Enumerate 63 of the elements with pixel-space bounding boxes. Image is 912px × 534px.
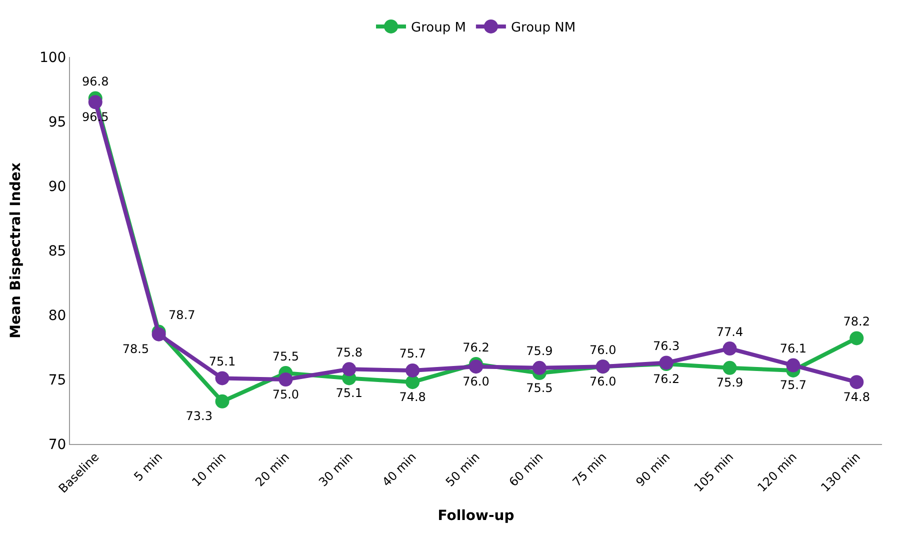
x-axis-title: Follow-up xyxy=(438,508,514,524)
x-tick-label: 40 min xyxy=(380,450,419,490)
point xyxy=(850,375,864,390)
point xyxy=(278,372,293,386)
data-label: 75.0 xyxy=(272,387,300,402)
data-label: 78.7 xyxy=(168,308,196,322)
y-tick-label: 100 xyxy=(39,50,66,66)
point xyxy=(152,327,166,342)
y-tick-label: 80 xyxy=(48,308,66,324)
data-label: 76.3 xyxy=(652,338,680,353)
data-label: 76.0 xyxy=(590,374,616,388)
legend-label: Group NM xyxy=(510,20,576,36)
x-tick-label: 75 min xyxy=(570,450,610,490)
point xyxy=(88,95,102,110)
data-label: 75.1 xyxy=(336,386,362,400)
x-tick-label: 30 min xyxy=(316,450,356,490)
x-tick-label: 105 min xyxy=(691,450,736,495)
x-tick-label: 20 min xyxy=(252,450,292,490)
data-label: 74.8 xyxy=(399,390,426,404)
data-label: 76.0 xyxy=(590,342,616,357)
data-label: 96.8 xyxy=(82,74,109,89)
point xyxy=(469,360,483,374)
point xyxy=(850,331,864,346)
point xyxy=(215,394,230,408)
x-tick-label: 50 min xyxy=(442,450,482,490)
data-label: 75.7 xyxy=(780,378,807,392)
data-label: 75.7 xyxy=(399,346,426,361)
point xyxy=(532,360,546,375)
x-tick-label: 10 min xyxy=(189,450,229,490)
data-label: 78.5 xyxy=(122,342,150,356)
data-label: 74.8 xyxy=(843,390,870,404)
data-label: 73.3 xyxy=(186,409,212,424)
x-tick-label: 130 min xyxy=(818,450,863,495)
point xyxy=(722,342,737,356)
point xyxy=(215,371,230,386)
y-tick-label: 70 xyxy=(48,436,66,453)
data-label: 75.8 xyxy=(336,345,362,360)
point xyxy=(406,375,420,390)
data-label: 75.5 xyxy=(526,380,553,395)
data-label: 75.1 xyxy=(208,354,236,368)
y-tick-label: 75 xyxy=(48,372,66,388)
y-tick-label: 95 xyxy=(48,114,66,130)
x-tick-label: 5 min xyxy=(131,450,166,484)
data-label: 75.5 xyxy=(272,349,300,364)
point xyxy=(406,363,420,378)
y-axis-title: Mean Bispectral Index xyxy=(8,162,24,338)
data-label: 76.2 xyxy=(462,340,490,354)
data-label: 76.0 xyxy=(462,374,490,388)
x-tick-label: 120 min xyxy=(754,450,800,495)
point xyxy=(786,358,800,372)
data-label: 75.9 xyxy=(716,376,744,390)
data-label: 76.2 xyxy=(652,372,680,386)
point xyxy=(342,362,356,376)
point xyxy=(722,360,737,375)
y-tick-label: 90 xyxy=(48,178,66,195)
y-tick-label: 85 xyxy=(48,243,66,260)
x-tick-label: 60 min xyxy=(506,450,546,490)
legend-label: Group M xyxy=(411,20,466,36)
data-label: 76.1 xyxy=(780,342,807,356)
x-tick-label: 90 min xyxy=(633,450,673,490)
data-label: 77.4 xyxy=(716,324,744,339)
data-label: 78.2 xyxy=(843,314,870,328)
data-label: 75.9 xyxy=(526,344,553,358)
